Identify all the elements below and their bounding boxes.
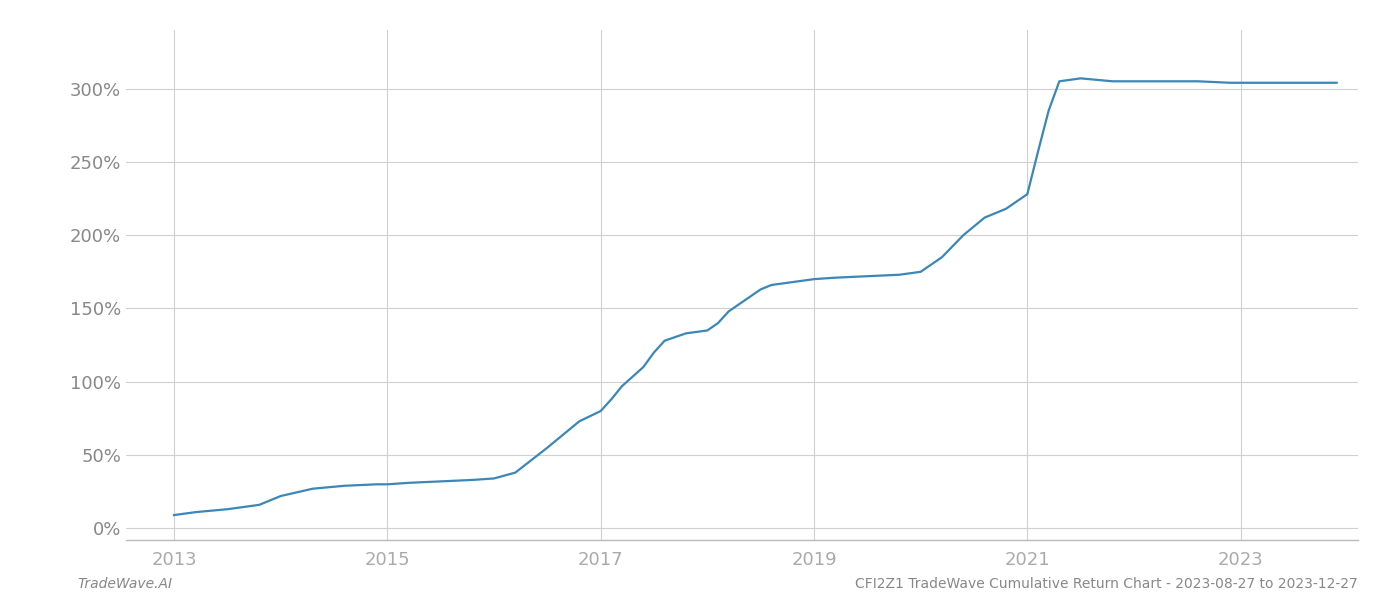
Text: CFI2Z1 TradeWave Cumulative Return Chart - 2023-08-27 to 2023-12-27: CFI2Z1 TradeWave Cumulative Return Chart…	[855, 577, 1358, 591]
Text: TradeWave.AI: TradeWave.AI	[77, 577, 172, 591]
